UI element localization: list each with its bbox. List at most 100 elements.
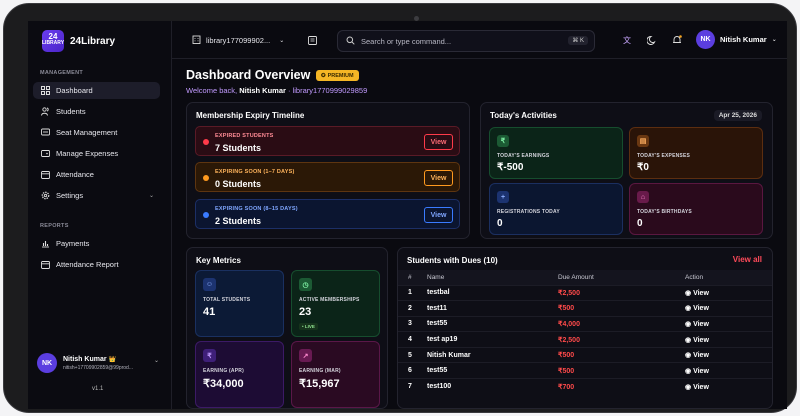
gear-icon [41, 191, 50, 200]
search-icon [346, 36, 355, 47]
page-title: Dashboard Overview [186, 68, 311, 82]
eye-icon: ◉ [685, 289, 692, 297]
seat-icon [41, 128, 50, 137]
column-header: # [398, 270, 427, 285]
building-icon [192, 35, 201, 46]
card-label: EARNING (MAR) [299, 368, 341, 374]
card-value: ₹34,000 [203, 378, 244, 390]
view-label: View [693, 336, 709, 344]
card-label: TOTAL STUDENTS [203, 297, 251, 303]
row-number: 5 [398, 346, 427, 363]
translate-icon[interactable]: 文 [623, 35, 631, 45]
due-amount: ₹2,500 [558, 284, 685, 301]
user-name: Nitish Kumar 👑 [63, 356, 151, 363]
view-label: View [693, 289, 709, 297]
rupee-icon: ₹ [497, 135, 509, 147]
column-header: Due Amount [558, 270, 685, 285]
moon-icon[interactable] [646, 34, 658, 46]
view-all-link[interactable]: View all [732, 255, 762, 264]
panel-title: Key Metrics [196, 256, 241, 265]
chevron-down-icon[interactable]: ⌄ [148, 193, 154, 199]
student-name: Nitish Kumar [427, 346, 558, 363]
users-icon: ☺ [203, 278, 216, 291]
clock-icon: ◷ [299, 278, 312, 291]
column-header: Name [427, 270, 558, 285]
bell-icon[interactable] [671, 34, 683, 46]
date-badge: Apr 25, 2026 [713, 110, 762, 121]
topbar-user-menu[interactable]: NK Nitish Kumar ⌄ [696, 30, 777, 49]
student-name: test55 [427, 315, 558, 332]
sidebar-user-card[interactable]: NK Nitish Kumar 👑 nitish+17709902859@99p… [33, 348, 165, 378]
calendar-icon [41, 260, 50, 269]
view-button[interactable]: View [424, 170, 453, 186]
app-version: v1.1 [92, 386, 104, 392]
chevron-down-icon[interactable]: ⌄ [153, 358, 159, 364]
row-number: 2 [398, 300, 427, 317]
sidebar-item-label: Students [56, 107, 86, 116]
card-label: ACTIVE MEMBERSHIPS [299, 297, 360, 303]
app-screen: 24 LIBRARY 24Library MANAGEMENT Dashboard… [28, 21, 787, 409]
sidebar-item-manage-expenses[interactable]: Manage Expenses [33, 145, 160, 162]
chart-icon [41, 239, 50, 248]
sidebar-item-label: Payments [56, 239, 90, 248]
notes-icon[interactable] [306, 34, 318, 46]
panel-title: Membership Expiry Timeline [196, 111, 305, 120]
sidebar-item-label: Attendance Report [56, 260, 119, 269]
due-amount: ₹2,500 [558, 331, 685, 348]
student-name: test11 [427, 300, 558, 317]
view-action[interactable]: ◉ View [685, 315, 772, 332]
sidebar-item-label: Manage Expenses [56, 149, 119, 158]
sidebar-item-attendance-report[interactable]: Attendance Report [33, 256, 160, 273]
view-action[interactable]: ◉ View [685, 331, 772, 348]
calendar-icon [41, 170, 50, 179]
view-label: View [693, 305, 709, 313]
earning-mar-card: ↗ EARNING (MAR) ₹15,967 [291, 341, 380, 408]
due-amount: ₹4,000 [558, 315, 685, 332]
library-name: library177099902... [206, 36, 271, 45]
status-dot [203, 139, 209, 145]
card-label: REGISTRATIONS TODAY [497, 209, 560, 215]
brand[interactable]: 24 LIBRARY 24Library [42, 30, 115, 52]
sidebar-item-label: Dashboard [56, 86, 93, 95]
sidebar-item-seat-management[interactable]: Seat Management [33, 124, 160, 141]
sidebar-item-payments[interactable]: Payments [33, 235, 160, 252]
eye-icon: ◉ [685, 367, 692, 375]
library-selector[interactable]: library177099902... ⌄ [192, 35, 284, 46]
view-action[interactable]: ◉ View [685, 284, 772, 301]
sidebar-item-students[interactable]: Students [33, 103, 160, 120]
search-input[interactable]: Search or type command... ⌘ K [337, 30, 595, 52]
sidebar-item-attendance[interactable]: Attendance [33, 166, 160, 183]
logo-word: LIBRARY [42, 40, 65, 46]
view-action[interactable]: ◉ View [685, 300, 772, 317]
welcome-library: · library1770999029859 [288, 86, 368, 95]
student-name: testbal [427, 284, 558, 301]
eye-icon: ◉ [685, 320, 692, 328]
camera-dot [414, 16, 419, 21]
view-action[interactable]: ◉ View [685, 362, 772, 379]
card-label: TODAY'S EXPENSES [637, 153, 691, 159]
row-number: 6 [398, 362, 427, 379]
user-plus-icon: + [497, 191, 509, 203]
view-action[interactable]: ◉ View [685, 346, 772, 363]
sidebar-item-label: Attendance [56, 170, 94, 179]
rupee-icon: ₹ [203, 349, 216, 362]
star-icon: ✪ [321, 72, 326, 79]
student-name: test ap19 [427, 331, 558, 348]
section-reports: REPORTS [40, 223, 69, 229]
due-amount: ₹500 [558, 346, 685, 363]
view-action[interactable]: ◉ View [685, 378, 772, 395]
view-button[interactable]: View [424, 134, 453, 150]
expiring-7-days-row: EXPIRING SOON (1–7 DAYS) 0 Students View [195, 162, 460, 192]
row-number: 7 [398, 378, 427, 395]
card-label: EARNING (APR) [203, 368, 244, 374]
sidebar-item-settings[interactable]: Settings ⌄ [33, 187, 160, 204]
student-name: test55 [427, 362, 558, 379]
sidebar-item-dashboard[interactable]: Dashboard [33, 82, 160, 99]
due-amount: ₹500 [558, 362, 685, 379]
registrations-today-card: + REGISTRATIONS TODAY 0 [489, 183, 623, 235]
todays-birthdays-card: ⌂ TODAY'S BIRTHDAYS 0 [629, 183, 763, 235]
sidebar: 24 LIBRARY 24Library MANAGEMENT Dashboard… [28, 21, 172, 409]
view-button[interactable]: View [424, 207, 453, 223]
table-row: 7 test100 ₹700 ◉ View [398, 378, 772, 395]
device-frame: 24 LIBRARY 24Library MANAGEMENT Dashboard… [3, 3, 797, 413]
